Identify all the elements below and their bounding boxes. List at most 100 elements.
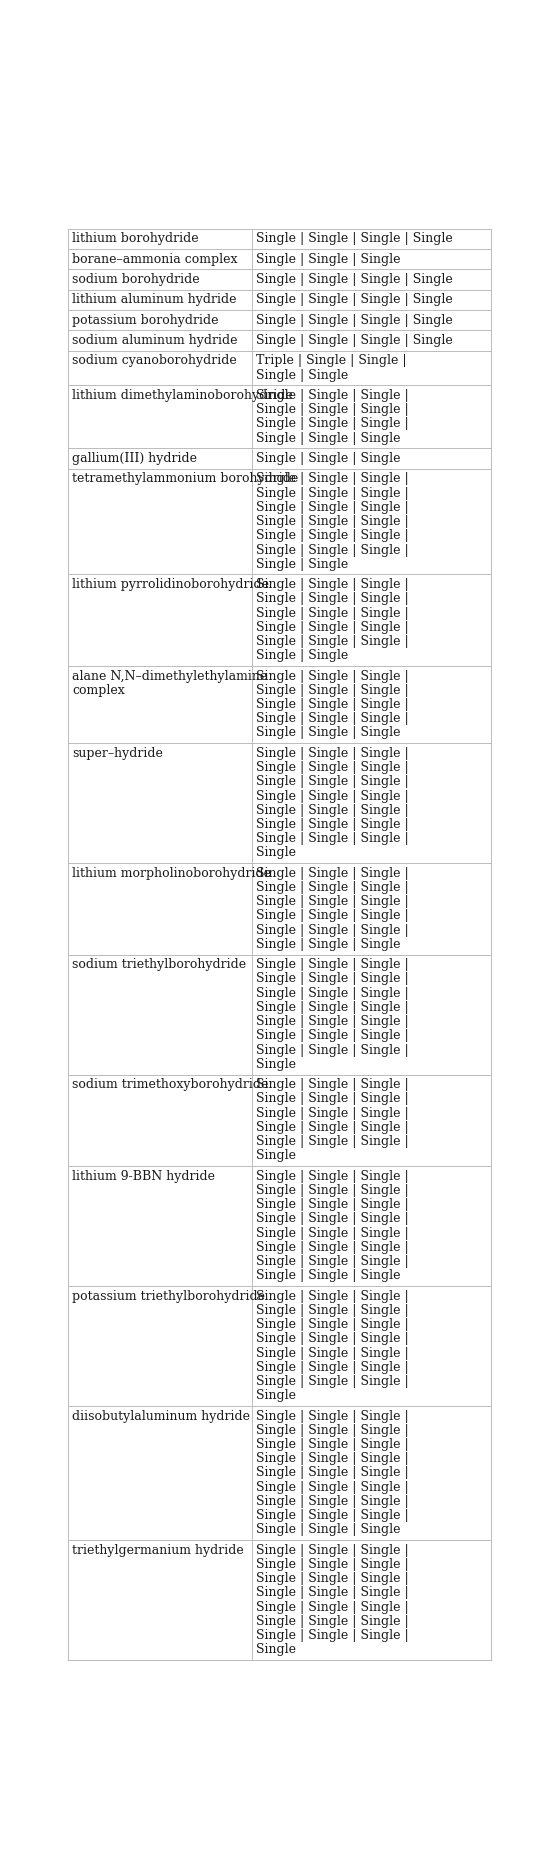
Text: Single | Single | Single |: Single | Single | Single | [256, 486, 408, 499]
Text: Single | Single | Single |: Single | Single | Single | [256, 669, 408, 683]
Text: Single | Single | Single |: Single | Single | Single | [256, 1318, 408, 1331]
Text: Single | Single | Single: Single | Single | Single [256, 432, 400, 445]
Text: Single | Single | Single |: Single | Single | Single | [256, 957, 408, 971]
Text: lithium 9-BBN hydride: lithium 9-BBN hydride [73, 1169, 216, 1182]
Text: Single: Single [256, 1644, 296, 1657]
Text: Single | Single | Single |: Single | Single | Single | [256, 1509, 408, 1522]
Text: sodium trimethoxyborohydride: sodium trimethoxyborohydride [73, 1079, 269, 1092]
Text: Single | Single | Single |: Single | Single | Single | [256, 1601, 408, 1614]
Text: lithium pyrrolidinoborohydride: lithium pyrrolidinoborohydride [73, 578, 270, 591]
Text: Single | Single: Single | Single [256, 557, 348, 570]
Text: Single | Single | Single |: Single | Single | Single | [256, 606, 408, 619]
Text: Single | Single | Single |: Single | Single | Single | [256, 593, 408, 606]
Text: Single | Single | Single |: Single | Single | Single | [256, 868, 408, 879]
Text: Single | Single | Single |: Single | Single | Single | [256, 1616, 408, 1629]
Text: Single | Single | Single |: Single | Single | Single | [256, 1303, 408, 1316]
Text: Single | Single | Single |: Single | Single | Single | [256, 1255, 408, 1268]
Text: Single | Single | Single |: Single | Single | Single | [256, 1107, 408, 1120]
Text: Single | Single | Single |: Single | Single | Single | [256, 1079, 408, 1092]
Text: Single | Single | Single |: Single | Single | Single | [256, 896, 408, 909]
Text: super–hydride: super–hydride [73, 746, 163, 759]
Text: lithium dimethylaminoborohydride: lithium dimethylaminoborohydride [73, 389, 293, 402]
Text: Single | Single | Single: Single | Single | Single [256, 1524, 400, 1537]
Text: Single | Single | Single: Single | Single | Single [256, 1270, 400, 1283]
Text: Single | Single | Single |: Single | Single | Single | [256, 1545, 408, 1556]
Text: Single | Single | Single |: Single | Single | Single | [256, 1361, 408, 1374]
Text: Single | Single | Single |: Single | Single | Single | [256, 473, 408, 486]
Text: Single | Single | Single |: Single | Single | Single | [256, 1135, 408, 1148]
Text: Single | Single | Single |: Single | Single | Single | [256, 776, 408, 789]
Text: Single | Single | Single |: Single | Single | Single | [256, 1212, 408, 1225]
Text: Single: Single [256, 1150, 296, 1163]
Text: Single | Single | Single |: Single | Single | Single | [256, 909, 408, 922]
Text: Single | Single | Single: Single | Single | Single [256, 939, 400, 952]
Text: Single | Single | Single |: Single | Single | Single | [256, 1466, 408, 1479]
Text: Single | Single | Single |: Single | Single | Single | [256, 817, 408, 830]
Text: Single: Single [256, 1389, 296, 1402]
Text: Single | Single | Single |: Single | Single | Single | [256, 924, 408, 937]
Text: Single | Single | Single |: Single | Single | Single | [256, 544, 408, 557]
Text: Single | Single | Single |: Single | Single | Single | [256, 1028, 408, 1042]
Text: Single | Single: Single | Single [256, 368, 348, 381]
Text: Single | Single | Single |: Single | Single | Single | [256, 698, 408, 711]
Text: Single | Single | Single |: Single | Single | Single | [256, 987, 408, 1000]
Text: borane–ammonia complex: borane–ammonia complex [73, 252, 238, 266]
Text: Single | Single | Single |: Single | Single | Single | [256, 1453, 408, 1466]
Text: sodium borohydride: sodium borohydride [73, 273, 200, 286]
Text: Single | Single | Single |: Single | Single | Single | [256, 789, 408, 802]
Text: Single | Single | Single | Single: Single | Single | Single | Single [256, 335, 453, 348]
Text: Single | Single | Single |: Single | Single | Single | [256, 1290, 408, 1303]
Text: Single | Single | Single | Single: Single | Single | Single | Single [256, 232, 453, 245]
Text: Single | Single | Single |: Single | Single | Single | [256, 578, 408, 591]
Text: complex: complex [73, 684, 125, 698]
Text: lithium morpholinoborohydride: lithium morpholinoborohydride [73, 868, 271, 879]
Text: Single | Single | Single | Single: Single | Single | Single | Single [256, 314, 453, 327]
Text: alane N,N–dimethylethylamine: alane N,N–dimethylethylamine [73, 669, 268, 683]
Text: Single | Single | Single |: Single | Single | Single | [256, 621, 408, 634]
Text: Single | Single | Single |: Single | Single | Single | [256, 1586, 408, 1599]
Text: Single | Single | Single |: Single | Single | Single | [256, 746, 408, 759]
Text: lithium aluminum hydride: lithium aluminum hydride [73, 294, 237, 307]
Text: Single | Single | Single: Single | Single | Single [256, 252, 400, 266]
Text: sodium cyanoborohydride: sodium cyanoborohydride [73, 355, 237, 367]
Text: Single | Single | Single | Single: Single | Single | Single | Single [256, 294, 453, 307]
Text: potassium triethylborohydride: potassium triethylborohydride [73, 1290, 265, 1303]
Text: Single | Single | Single |: Single | Single | Single | [256, 1015, 408, 1028]
Text: Single | Single | Single | Single: Single | Single | Single | Single [256, 273, 453, 286]
Text: Single | Single | Single |: Single | Single | Single | [256, 1494, 408, 1507]
Text: Single | Single: Single | Single [256, 649, 348, 662]
Text: Single | Single | Single |: Single | Single | Single | [256, 1092, 408, 1105]
Text: Single | Single | Single |: Single | Single | Single | [256, 636, 408, 649]
Text: potassium borohydride: potassium borohydride [73, 314, 219, 327]
Text: Single | Single | Single |: Single | Single | Single | [256, 1000, 408, 1014]
Text: Single: Single [256, 847, 296, 860]
Text: Single | Single | Single |: Single | Single | Single | [256, 417, 408, 430]
Text: Single | Single | Single |: Single | Single | Single | [256, 832, 408, 845]
Text: Single | Single | Single |: Single | Single | Single | [256, 972, 408, 985]
Text: Single | Single | Single |: Single | Single | Single | [256, 1438, 408, 1451]
Text: Single | Single | Single |: Single | Single | Single | [256, 389, 408, 402]
Text: Single | Single | Single |: Single | Single | Single | [256, 1423, 408, 1436]
Text: Single | Single | Single |: Single | Single | Single | [256, 514, 408, 527]
Text: Single | Single | Single |: Single | Single | Single | [256, 1169, 408, 1182]
Text: tetramethylammonium borohydride: tetramethylammonium borohydride [73, 473, 299, 486]
Text: diisobutylaluminum hydride: diisobutylaluminum hydride [73, 1410, 251, 1423]
Text: Single | Single | Single: Single | Single | Single [256, 726, 400, 739]
Text: Single | Single | Single |: Single | Single | Single | [256, 1199, 408, 1212]
Text: Single | Single | Single |: Single | Single | Single | [256, 1184, 408, 1197]
Text: Single | Single | Single |: Single | Single | Single | [256, 1227, 408, 1240]
Text: Single | Single | Single |: Single | Single | Single | [256, 1558, 408, 1571]
Text: Single | Single | Single |: Single | Single | Single | [256, 1629, 408, 1642]
Text: Single | Single | Single |: Single | Single | Single | [256, 761, 408, 774]
Text: Single | Single | Single |: Single | Single | Single | [256, 1120, 408, 1133]
Text: Single | Single | Single |: Single | Single | Single | [256, 684, 408, 698]
Text: Single | Single | Single |: Single | Single | Single | [256, 712, 408, 726]
Text: Single | Single | Single |: Single | Single | Single | [256, 1043, 408, 1057]
Text: Triple | Single | Single |: Triple | Single | Single | [256, 355, 406, 367]
Text: Single | Single | Single |: Single | Single | Single | [256, 501, 408, 514]
Text: Single | Single | Single |: Single | Single | Single | [256, 404, 408, 417]
Text: Single | Single | Single |: Single | Single | Single | [256, 1331, 408, 1345]
Text: Single | Single | Single |: Single | Single | Single | [256, 1374, 408, 1388]
Text: Single | Single | Single |: Single | Single | Single | [256, 1410, 408, 1423]
Text: Single | Single | Single |: Single | Single | Single | [256, 1481, 408, 1494]
